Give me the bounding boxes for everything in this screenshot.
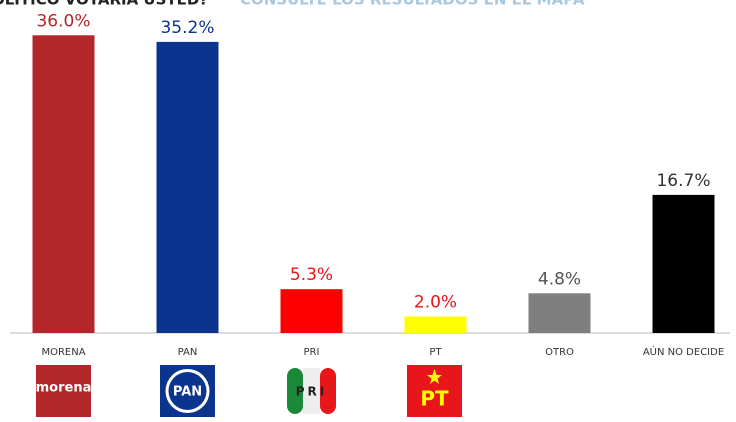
- logo-morena: morena: [36, 365, 92, 417]
- logo-pri: PRI: [284, 365, 339, 417]
- x-tick-label: OTRO: [545, 347, 574, 358]
- x-tick-label: PT: [429, 347, 442, 358]
- value-label: 2.0%: [414, 292, 457, 312]
- value-label: 4.8%: [538, 269, 581, 289]
- logo-text: PT: [420, 387, 449, 411]
- logo-text: PRI: [296, 385, 328, 399]
- logo-pan: PAN: [160, 365, 215, 417]
- value-label: 36.0%: [36, 11, 90, 31]
- x-tick-label: PAN: [178, 347, 198, 358]
- x-tick-label: MORENA: [41, 347, 85, 358]
- value-label: 35.2%: [160, 18, 214, 38]
- x-tick-label: PRI: [304, 347, 320, 358]
- bar: [156, 41, 219, 334]
- value-label: 16.7%: [656, 171, 710, 191]
- logo-pt: PT: [407, 365, 462, 417]
- logo-text: morena: [36, 381, 92, 396]
- bar: [404, 316, 467, 333]
- logo-text: PAN: [173, 385, 202, 400]
- bar: [32, 35, 95, 333]
- chart-subtitle: CONSULTE LOS RESULTADOS EN EL MAPA: [240, 0, 585, 9]
- bar: [528, 293, 591, 333]
- x-tick-label: AÚN NO DECIDE: [643, 345, 724, 358]
- chart-title: OLÍTICO VOTARÍA USTED?: [0, 0, 208, 9]
- bar: [280, 289, 343, 333]
- value-label: 5.3%: [290, 265, 333, 285]
- bar: [652, 194, 715, 333]
